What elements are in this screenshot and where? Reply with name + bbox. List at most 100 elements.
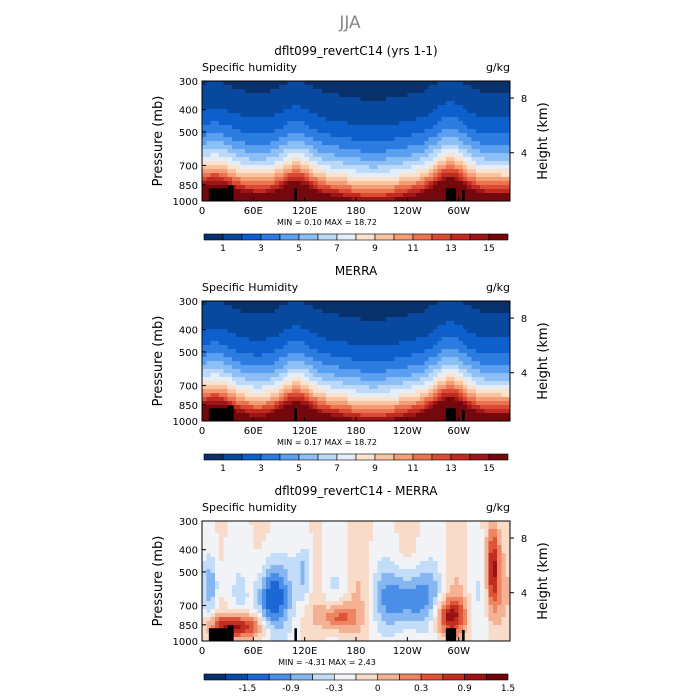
heatmap-cell [398,417,404,422]
heatmap-cell [270,157,276,162]
heatmap-cell [373,173,378,178]
heatmap-cell [287,417,293,422]
heatmap-cell [202,109,207,114]
heatmap-cell [338,89,344,94]
heatmap-cell [308,305,314,310]
heatmap-cell [433,529,438,534]
heatmap-cell [326,401,331,406]
heatmap-cell [381,317,387,322]
heatmap-cell [377,537,383,542]
heatmap-cell [497,321,503,326]
heatmap-cell [441,181,447,186]
heatmap-cell [270,149,276,154]
heatmap-cell [437,149,443,154]
heatmap-cell [505,309,511,314]
heatmap-cell [484,377,490,382]
heatmap-cell [347,157,353,162]
heatmap-cell [428,329,434,334]
heatmap-cell [450,181,455,186]
heatmap-cell [356,357,361,362]
heatmap-cell [202,125,207,130]
heatmap-cell [317,385,323,390]
heatmap-cell [266,341,272,346]
colorbar-segment [222,453,243,461]
heatmap-cell [206,189,212,194]
y-tick-label: 700 [179,381,198,392]
heatmap-cell [360,401,366,406]
heatmap-cell [210,393,216,398]
heatmap-cell [505,525,511,530]
heatmap-cell [249,337,254,342]
heatmap-cell [420,97,426,102]
heatmap-cell [390,157,396,162]
heatmap-cell [450,341,455,346]
heatmap-cell [236,197,242,202]
heatmap-cell [296,117,301,122]
heatmap-cell [291,525,297,530]
heatmap-cells [202,81,511,202]
heatmap-cell [300,389,306,394]
heatmap-cell [223,401,229,406]
heatmap-cell [445,321,451,326]
heatmap-cell [398,313,404,318]
heatmap-cell [214,357,220,362]
heatmap-cell [321,545,327,550]
heatmap-cell [497,393,503,398]
heatmap-cell [377,329,383,334]
heatmap-cell [321,393,327,398]
heatmap-cell [467,137,473,142]
heatmap-cell [368,361,374,366]
heatmap-cell [202,341,207,346]
heatmap-cell [261,93,267,98]
heatmap-cell [317,161,323,166]
heatmap-cell [308,321,314,326]
heatmap-cell [356,141,361,146]
heatmap-cell [219,109,224,114]
heatmap-cell [343,349,349,354]
heatmap-cell [458,149,464,154]
heatmap-cell [480,81,485,86]
heatmap-cell [270,325,276,330]
heatmap-cell [480,369,485,374]
heatmap-cell [291,393,297,398]
heatmap-cell [411,373,417,378]
heatmap-cell [360,109,366,114]
heatmap-cell [287,165,293,170]
heatmap-cell [240,545,246,550]
heatmap-cell [390,181,396,186]
heatmap-cell [317,125,323,130]
heatmap-cell [385,149,391,154]
heatmap-cell [433,117,438,122]
heatmap-cell [450,301,455,306]
heatmap-cell [261,145,267,150]
heatmap-cell [364,529,370,534]
heatmap-cell [488,97,494,102]
heatmap-cell [249,197,254,202]
heatmap-cell [317,341,323,346]
heatmap-cell [231,105,237,110]
heatmap-cell [407,81,413,86]
heatmap-cell [266,141,272,146]
heatmap-cell [321,181,327,186]
heatmap-cell [424,313,430,318]
heatmap-cell [403,85,408,90]
heatmap-cell [368,329,374,334]
heatmap-cell [458,525,464,530]
heatmap-cell [274,341,280,346]
heatmap-cell [210,97,216,102]
heatmap-cell [244,169,250,174]
heatmap-cell [433,125,438,130]
heatmap-cell [253,169,259,174]
heatmap-cell [385,161,391,166]
heatmap-cell [321,133,327,138]
heatmap-cell [274,409,280,414]
heatmap-cell [475,105,481,110]
heatmap-cell [219,157,224,162]
heatmap-cell [321,93,327,98]
heatmap-cell [206,93,212,98]
heatmap-cell [287,329,293,334]
heatmap-cell [338,393,344,398]
heatmap-cell [330,549,336,554]
heatmap-cell [377,545,383,550]
heatmap-cell [214,185,220,190]
